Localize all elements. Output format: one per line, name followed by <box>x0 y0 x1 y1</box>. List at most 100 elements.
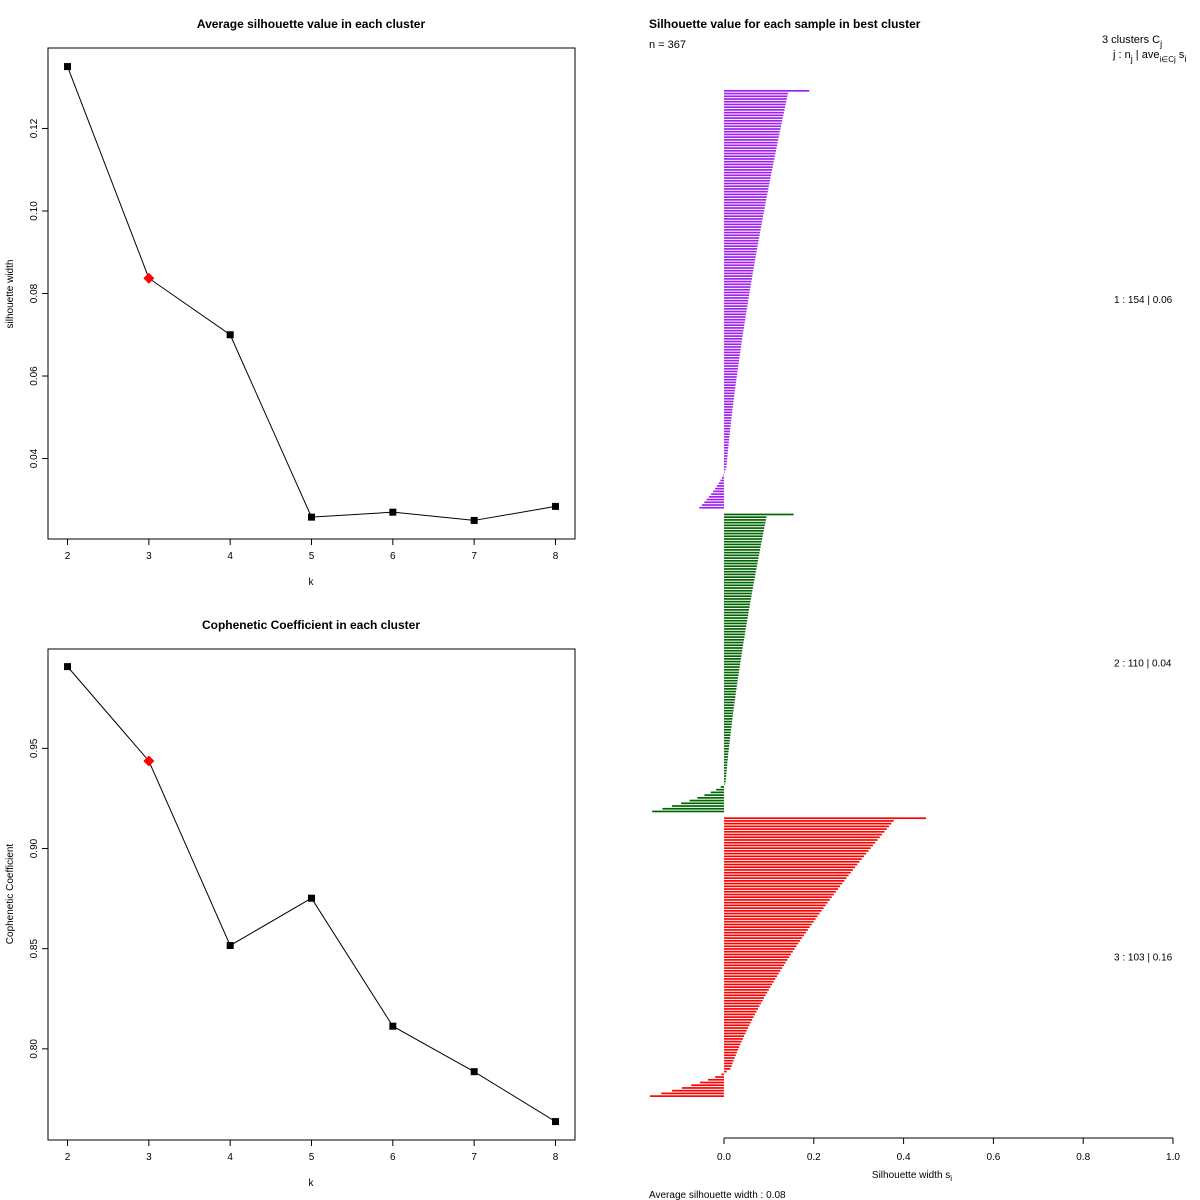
silhouette-bar <box>724 204 766 207</box>
silhouette-bar-x-tick-label: 0.6 <box>986 1152 1000 1163</box>
silhouette-bar <box>724 579 755 581</box>
silhouette-bar <box>724 841 876 844</box>
silhouette-bar <box>724 726 732 728</box>
silhouette-bar <box>724 106 786 109</box>
silhouette-bar <box>720 786 724 788</box>
silhouette-bar <box>724 764 728 766</box>
silhouette-bar <box>724 756 729 758</box>
silhouette-bar <box>724 275 753 277</box>
silhouette-bar <box>724 606 750 608</box>
silhouette-bar <box>724 384 736 386</box>
silhouette-bar <box>724 370 738 373</box>
silhouette-bar <box>724 1059 734 1062</box>
silhouette-y-label: silhouette width <box>5 260 16 329</box>
silhouette-bar <box>724 540 762 543</box>
silhouette-bar <box>724 155 775 158</box>
silhouette-bar <box>724 196 767 198</box>
silhouette-bar <box>724 343 742 346</box>
silhouette-bar <box>724 416 732 419</box>
silhouette-bar <box>724 419 732 422</box>
silhouette-bar <box>724 929 808 931</box>
silhouette-x-tick-label: 2 <box>65 551 71 562</box>
cophenetic-x-tick-label: 5 <box>309 1152 315 1163</box>
silhouette-bar <box>724 587 753 589</box>
cophenetic-y-tick-label: 0.85 <box>29 939 40 959</box>
silhouette-bar <box>724 149 776 152</box>
silhouette-bar <box>724 527 765 529</box>
silhouette-bar <box>724 228 761 231</box>
silhouette-bar <box>724 592 752 595</box>
silhouette-bar <box>724 576 755 578</box>
silhouette-bar <box>724 1046 740 1048</box>
silhouette-bar <box>724 980 774 983</box>
silhouette-bar <box>724 264 755 267</box>
silhouette-bar <box>724 444 729 446</box>
silhouette-bar <box>724 723 732 726</box>
cophenetic-y-tick-label: 0.90 <box>29 838 40 858</box>
silhouette-bar <box>724 969 781 972</box>
silhouette-bar-title: Silhouette value for each sample in best… <box>649 17 921 31</box>
silhouette-bar <box>724 581 754 584</box>
silhouette-bar <box>724 109 785 111</box>
cophenetic-point <box>308 894 315 902</box>
cophenetic-panel-title: Cophenetic Coefficient in each cluster <box>202 618 420 632</box>
silhouette-bar <box>724 376 737 378</box>
silhouette-bar <box>724 294 750 297</box>
silhouette-bar <box>724 226 762 228</box>
silhouette-bar <box>724 682 738 685</box>
silhouette-bar <box>724 365 739 367</box>
silhouette-bar <box>724 362 739 365</box>
cophenetic-best-k-point <box>143 755 155 767</box>
silhouette-bar <box>724 340 742 343</box>
silhouette-bar <box>724 395 735 397</box>
silhouette-bar <box>724 745 730 747</box>
silhouette-bar <box>724 231 761 234</box>
silhouette-bar <box>724 1043 741 1046</box>
silhouette-bar <box>724 893 834 896</box>
silhouette-bar <box>724 1008 758 1010</box>
silhouette-bar <box>724 354 740 356</box>
silhouette-bar <box>724 1051 737 1054</box>
silhouette-bar <box>724 926 810 929</box>
silhouette-bar <box>724 674 739 677</box>
silhouette-bar <box>724 847 871 850</box>
silhouette-bar <box>724 141 778 144</box>
legend-header-line2: j : n <box>1112 49 1131 61</box>
silhouette-bar <box>724 649 743 652</box>
silhouette-bar <box>724 302 748 305</box>
silhouette-bar <box>724 524 765 527</box>
silhouette-bar <box>724 128 781 130</box>
cophenetic-y-label: Cophenetic Coefficient <box>5 844 16 945</box>
silhouette-bar <box>724 220 763 223</box>
silhouette-x-tick-label: 3 <box>146 551 152 562</box>
silhouette-bar <box>724 171 772 174</box>
silhouette-bar <box>724 647 743 649</box>
silhouette-bar <box>706 498 724 501</box>
silhouette-bar <box>724 114 784 117</box>
cophenetic-point <box>551 1118 559 1126</box>
silhouette-bar <box>724 885 841 888</box>
silhouette-bar <box>724 335 743 337</box>
silhouette-bar <box>724 1054 736 1057</box>
silhouette-bar <box>724 967 783 969</box>
silhouette-bar <box>724 357 740 359</box>
silhouette-panel-title: Average silhouette value in each cluster <box>197 17 426 31</box>
silhouette-bar <box>724 915 818 918</box>
silhouette-bar <box>724 389 735 392</box>
silhouette-bar <box>724 852 867 855</box>
silhouette-bar <box>724 731 731 734</box>
silhouette-bar <box>715 487 724 490</box>
cophenetic-point <box>226 941 234 949</box>
silhouette-bar <box>724 896 832 899</box>
silhouette-bar <box>724 466 727 468</box>
silhouette-bar <box>724 839 878 841</box>
silhouette-bar <box>652 810 724 813</box>
silhouette-bar <box>724 278 752 280</box>
silhouette-bar <box>724 986 771 988</box>
silhouette-bar <box>724 1065 732 1067</box>
cophenetic-x-axis: 2 3 4 5 6 7 8 <box>65 1140 559 1163</box>
silhouette-bar <box>724 177 771 179</box>
silhouette-bar <box>704 794 724 796</box>
silhouette-bar <box>724 707 734 709</box>
cophenetic-x-tick-label: 8 <box>553 1152 559 1163</box>
